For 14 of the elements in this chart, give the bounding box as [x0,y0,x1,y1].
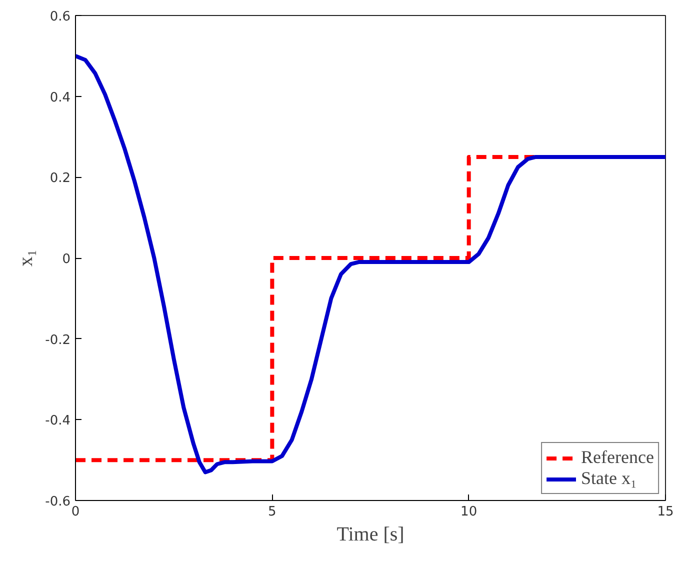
y-tick-label: 0.2 [50,171,71,186]
y-axis-title: x₁ [15,250,38,266]
x-axis-title: Time [s] [336,524,404,546]
y-tick-label: 0.4 [50,90,71,106]
y-tick-label: 0 [62,252,71,267]
legend-label: Reference [581,447,654,468]
y-tick-label: -0.2 [45,332,71,348]
y-tick-label: 0.6 [50,10,71,24]
legend-label: State x₁ [581,468,637,489]
x-tick-label: 10 [460,504,478,520]
x-tick-label: 5 [268,504,276,520]
y-tick-label: -0.4 [45,414,71,429]
x-tick-label: 15 [657,504,674,520]
y-tick-label: -0.6 [45,494,71,510]
